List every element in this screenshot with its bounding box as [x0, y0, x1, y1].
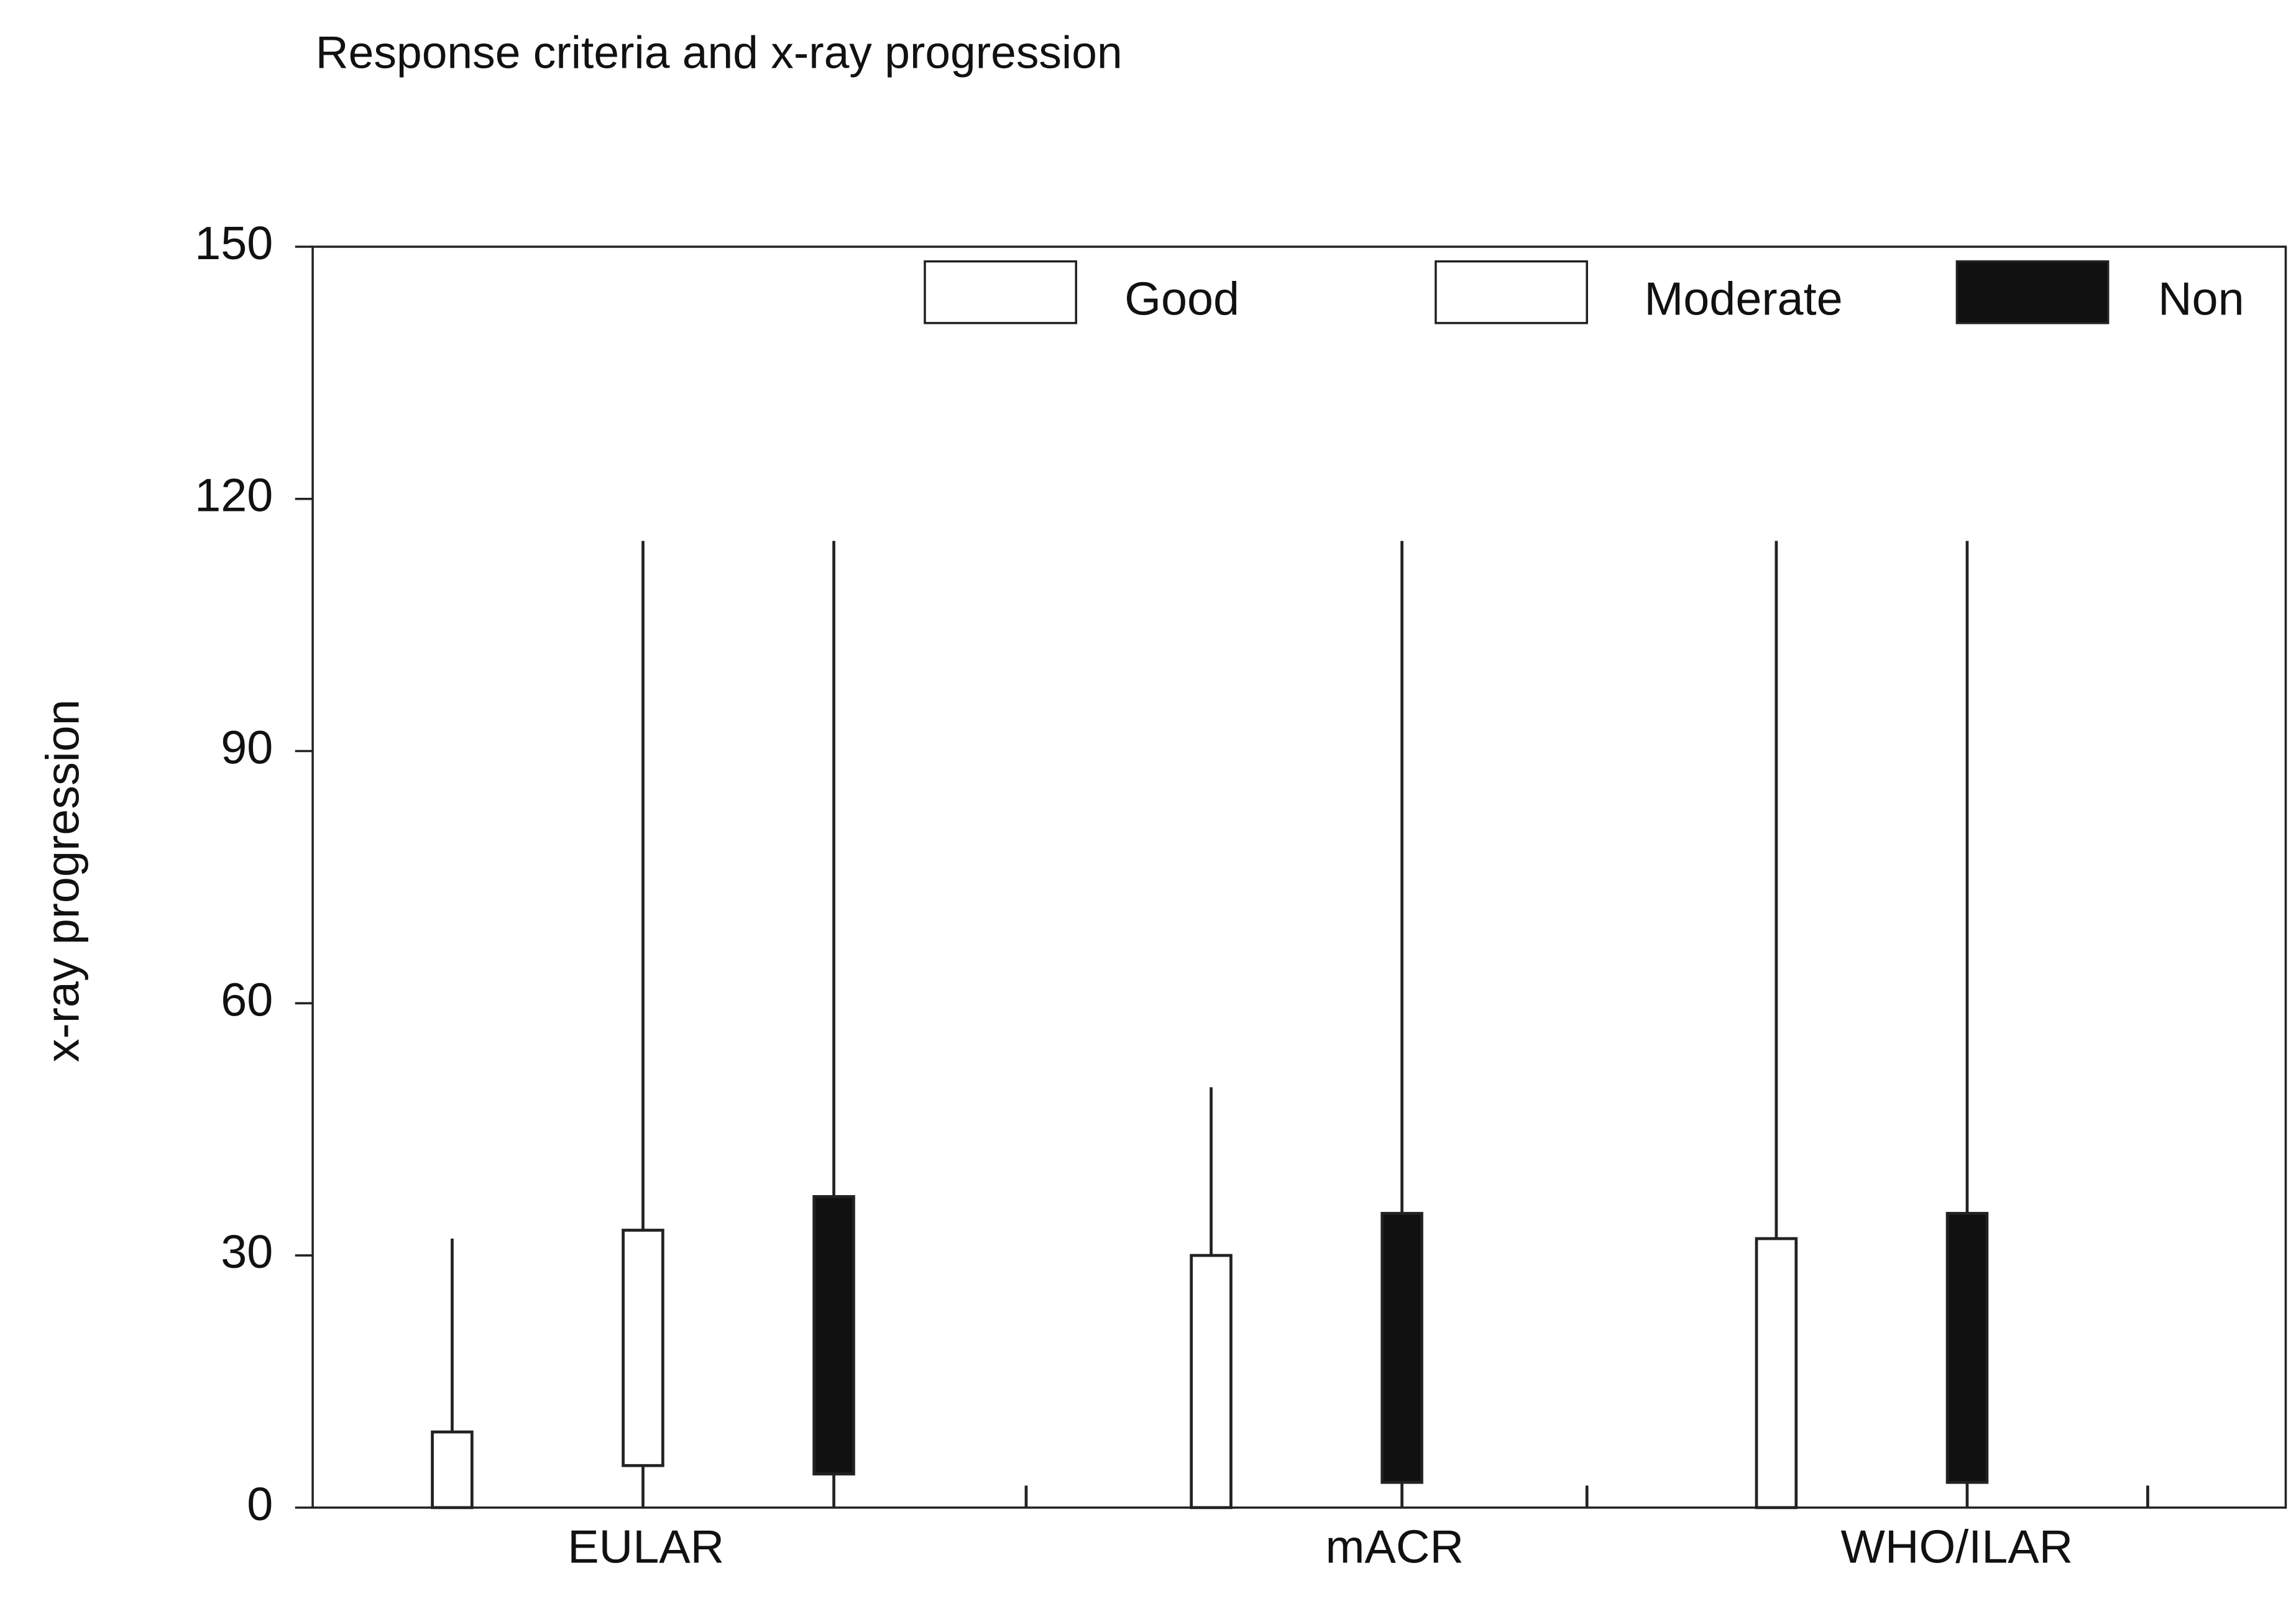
box — [431, 1430, 474, 1510]
y-tick-label: 60 — [221, 974, 273, 1026]
box — [1380, 1212, 1423, 1484]
legend-label: Non — [2158, 273, 2244, 326]
y-tick-label: 0 — [247, 1478, 273, 1531]
legend-label: Moderate — [1644, 273, 1842, 326]
legend-swatch — [1435, 260, 1588, 324]
x-tick-label: EULAR — [567, 1521, 724, 1573]
box — [1190, 1254, 1233, 1510]
box — [622, 1229, 664, 1467]
y-tick-label: 150 — [195, 218, 273, 270]
y-axis-label: x-ray progression — [37, 699, 89, 1062]
legend-swatch — [924, 260, 1078, 324]
box — [1945, 1212, 1989, 1484]
plot-frame — [311, 245, 2287, 1509]
box — [812, 1195, 855, 1476]
y-tick-label: 30 — [221, 1226, 273, 1278]
legend-swatch — [1955, 260, 2110, 324]
y-tick-label: 90 — [221, 722, 273, 774]
box — [1755, 1237, 1798, 1510]
chart-title: Response criteria and x-ray progression — [316, 27, 1123, 78]
legend-label: Good — [1124, 273, 1239, 326]
y-tick-label: 120 — [195, 470, 273, 522]
x-tick-label: WHO/ILAR — [1841, 1521, 2073, 1573]
x-tick-label: mACR — [1326, 1521, 1464, 1573]
